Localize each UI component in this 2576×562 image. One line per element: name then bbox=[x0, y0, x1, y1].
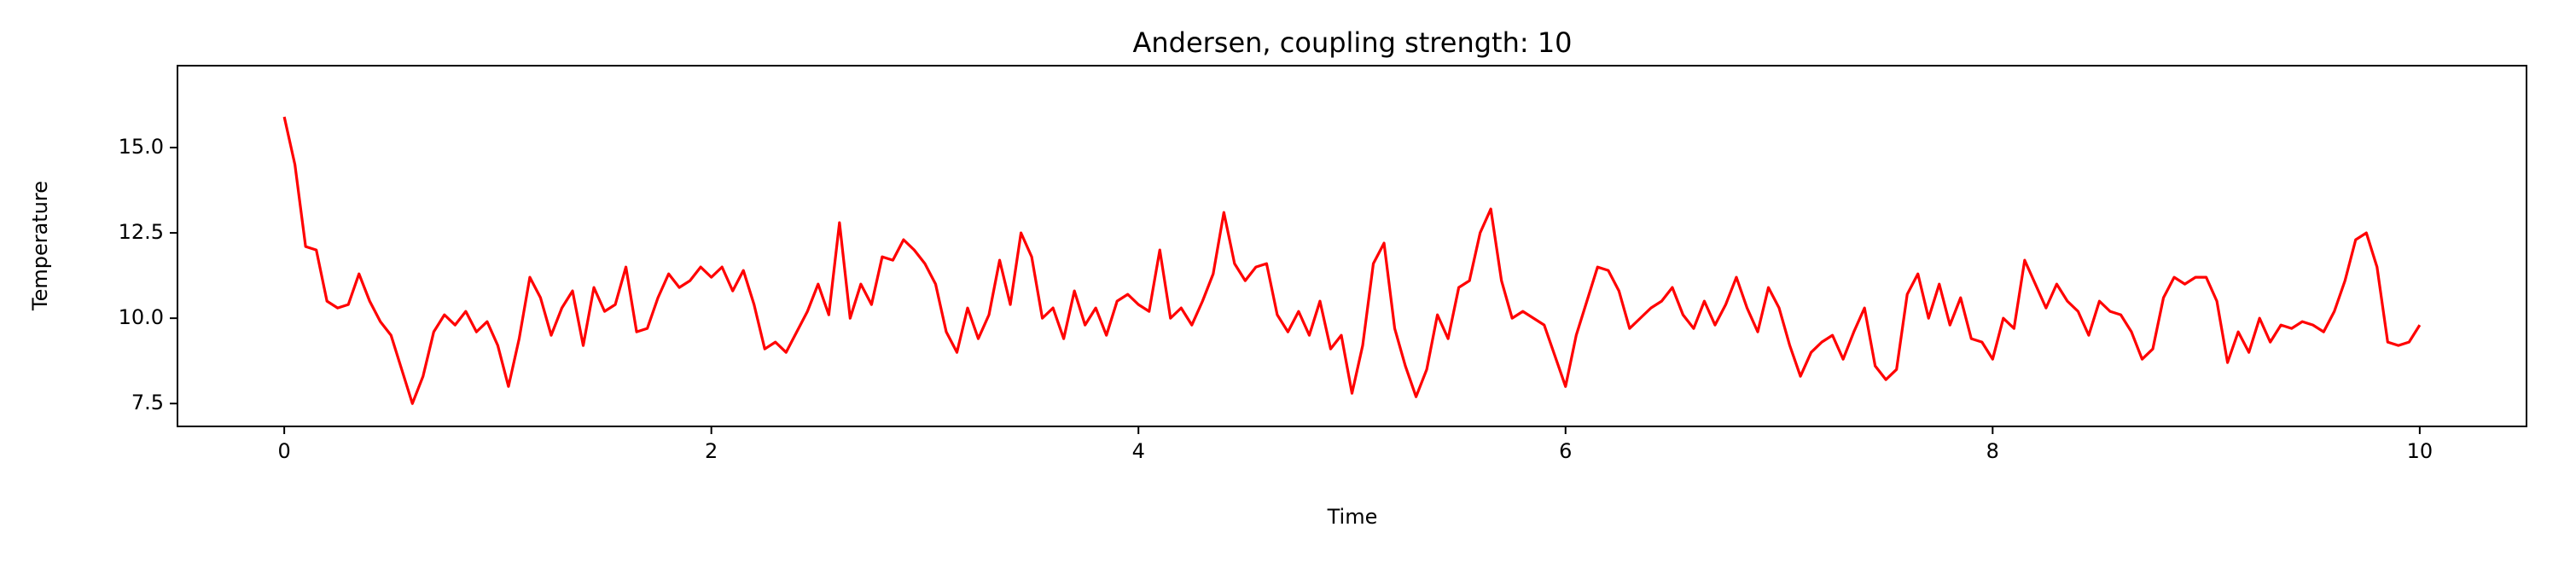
data-line bbox=[282, 116, 2422, 405]
y-tick-label: 10.0 bbox=[119, 305, 164, 329]
x-tick-label: 10 bbox=[2407, 439, 2434, 463]
y-axis-label: Temperature bbox=[28, 181, 52, 311]
y-tick-label: 7.5 bbox=[131, 391, 164, 414]
x-axis-label: Time bbox=[1327, 505, 1378, 529]
y-tick-label: 15.0 bbox=[119, 135, 164, 159]
x-tick-label: 2 bbox=[705, 439, 718, 463]
x-tick-label: 4 bbox=[1132, 439, 1145, 463]
y-tick-label: 12.5 bbox=[119, 220, 164, 244]
x-tick-label: 0 bbox=[277, 439, 290, 463]
plot-frame bbox=[177, 65, 2527, 427]
chart-title: Andersen, coupling strength: 10 bbox=[1132, 26, 1572, 59]
x-tick-label: 8 bbox=[1986, 439, 1999, 463]
x-tick-label: 6 bbox=[1559, 439, 1572, 463]
